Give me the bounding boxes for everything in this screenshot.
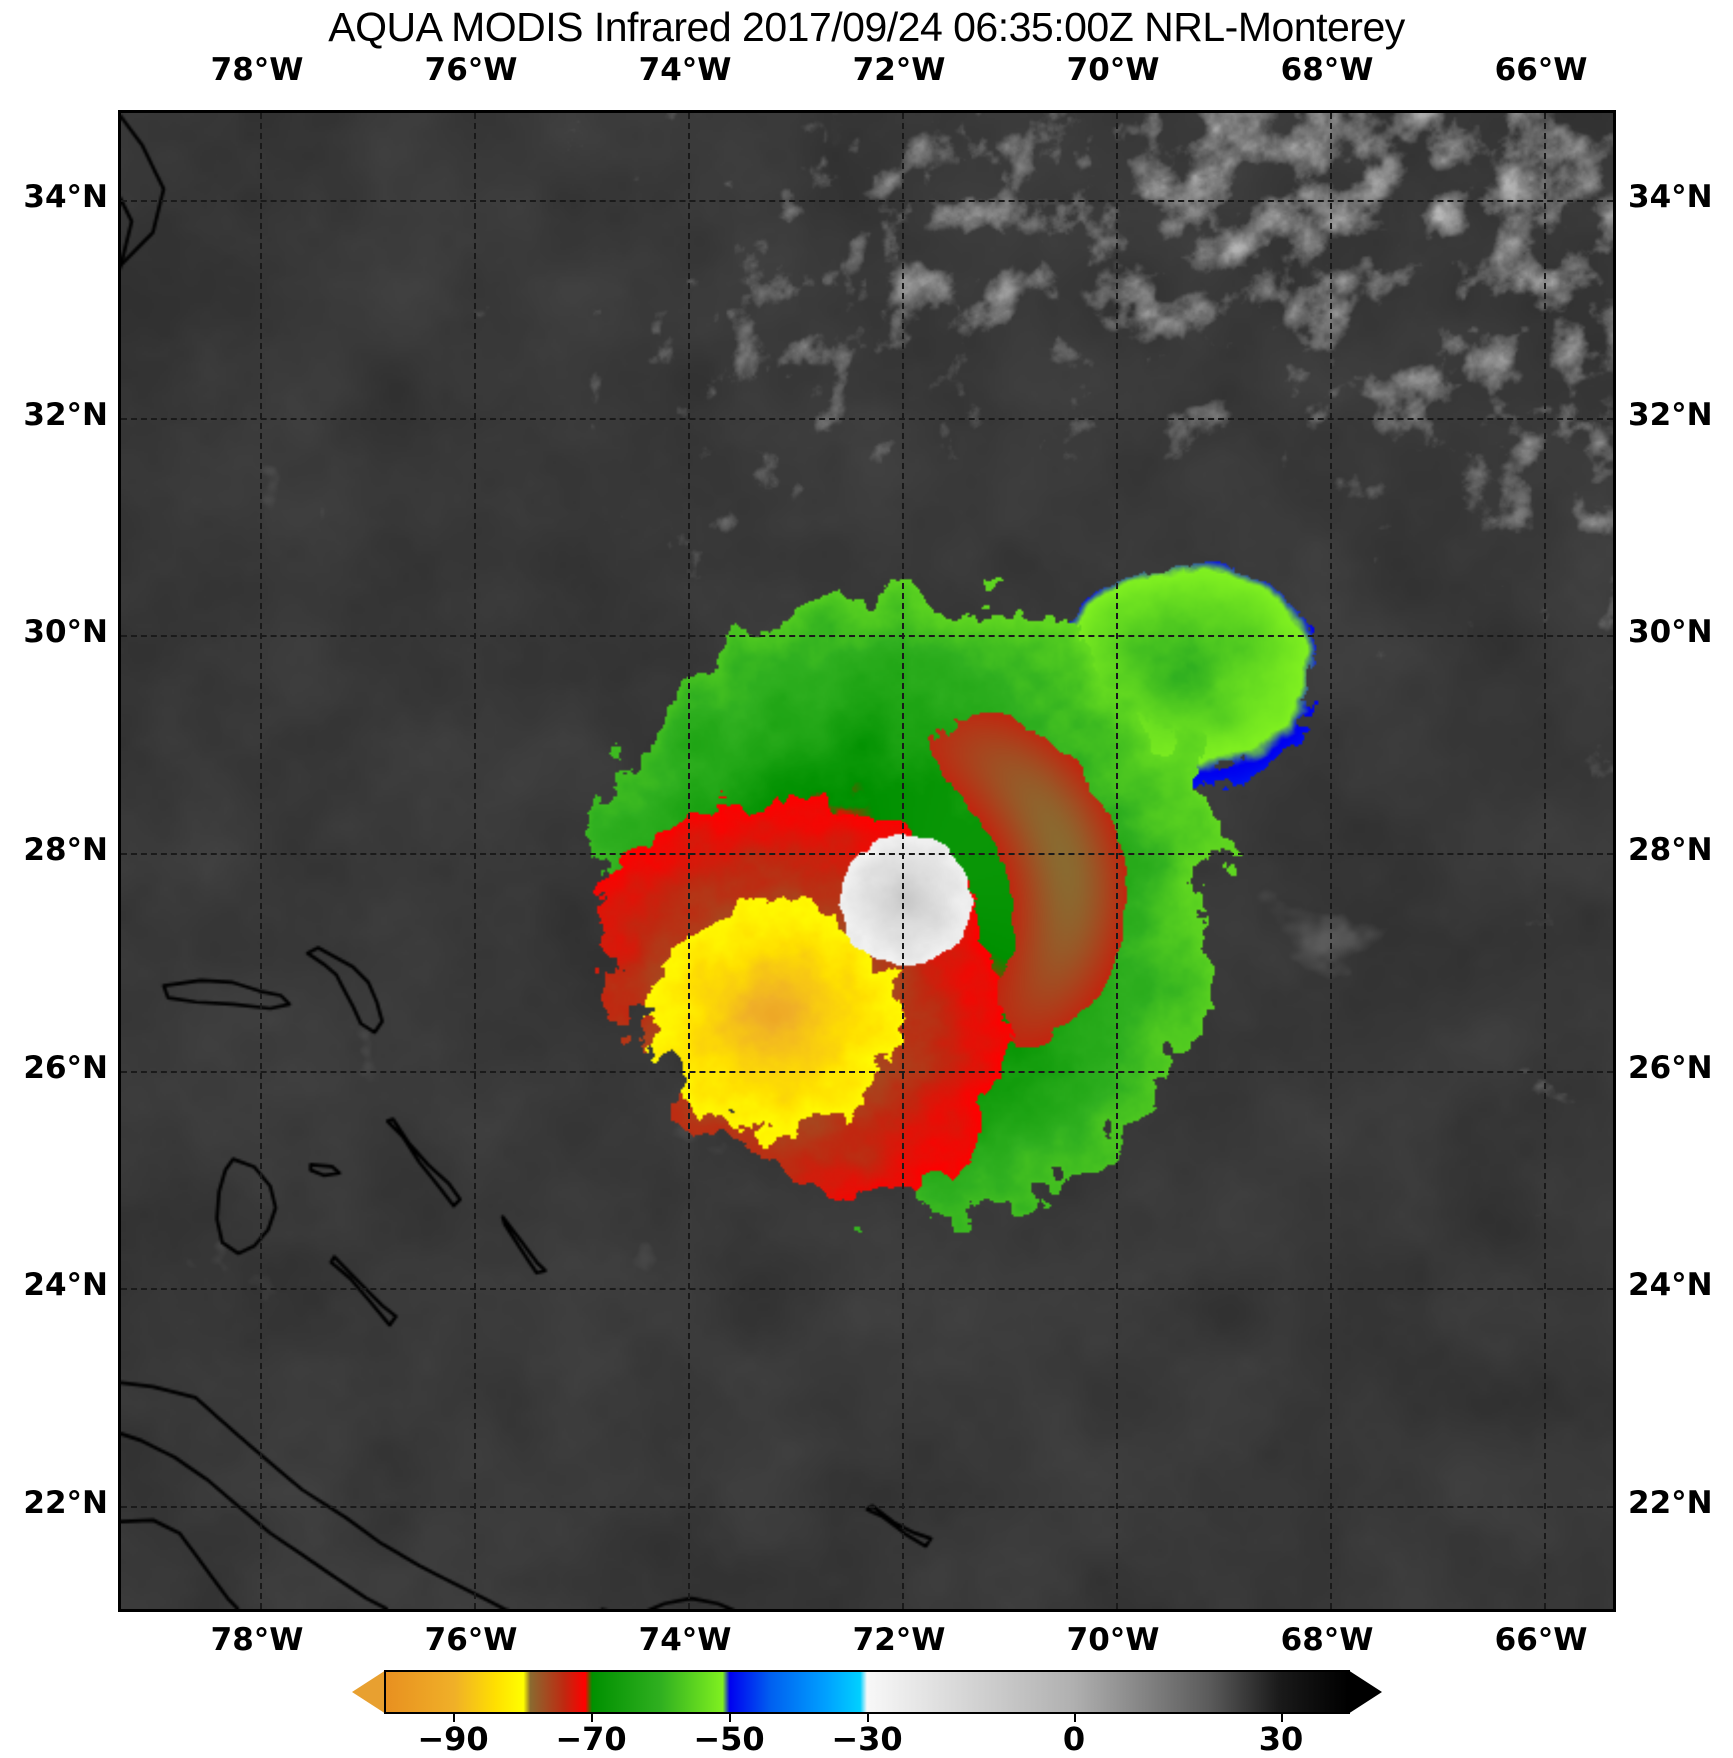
lon-tick-top-72: 72°W	[852, 52, 946, 88]
lon-tick-top-70: 70°W	[1066, 52, 1160, 88]
colorbar-tick--30	[867, 1714, 869, 1722]
lon-tick-bottom-78: 78°W	[210, 1622, 304, 1658]
lat-tick-left-30: 30°N	[23, 614, 108, 651]
lat-tick-left-26: 26°N	[23, 1049, 108, 1086]
lat-tick-left-22: 22°N	[23, 1485, 108, 1522]
lat-tick-right-22: 22°N	[1628, 1485, 1713, 1522]
colorbar-tick-label-30: 30	[1258, 1720, 1304, 1758]
lon-tick-bottom-74: 74°W	[638, 1622, 732, 1658]
colorbar-tick-0	[1074, 1714, 1076, 1722]
colorbar-tick--90	[453, 1714, 455, 1722]
lat-tick-right-24: 24°N	[1628, 1267, 1713, 1304]
lat-tick-right-32: 32°N	[1628, 396, 1713, 433]
lon-tick-top-68: 68°W	[1280, 52, 1374, 88]
satellite-image-map	[118, 110, 1616, 1612]
lat-tick-left-24: 24°N	[23, 1267, 108, 1304]
colorbar-gradient	[386, 1672, 1348, 1712]
infrared-satellite-raster	[121, 113, 1613, 1609]
lon-tick-top-78: 78°W	[210, 52, 304, 88]
colorbar: −90 −70 −50 −30 0 30	[352, 1670, 1382, 1758]
lat-tick-left-28: 28°N	[23, 832, 108, 869]
colorbar-tick-label--90: −90	[417, 1720, 489, 1758]
colorbar-tick--50	[729, 1714, 731, 1722]
lon-tick-top-74: 74°W	[638, 52, 732, 88]
lon-tick-top-76: 76°W	[424, 52, 518, 88]
colorbar-tick-label--30: −30	[831, 1720, 903, 1758]
colorbar-tick-label--70: −70	[555, 1720, 627, 1758]
lat-tick-right-30: 30°N	[1628, 614, 1713, 651]
lon-tick-top-66: 66°W	[1494, 52, 1588, 88]
page-title: AQUA MODIS Infrared 2017/09/24 06:35:00Z…	[328, 4, 1405, 50]
lat-tick-left-32: 32°N	[23, 396, 108, 433]
colorbar-tick-30	[1281, 1714, 1283, 1722]
lon-tick-bottom-66: 66°W	[1494, 1622, 1588, 1658]
lon-tick-bottom-70: 70°W	[1066, 1622, 1160, 1658]
lon-tick-bottom-68: 68°W	[1280, 1622, 1374, 1658]
colorbar-tick-label--50: −50	[693, 1720, 765, 1758]
colorbar-bar	[384, 1670, 1350, 1714]
lat-tick-right-28: 28°N	[1628, 832, 1713, 869]
lon-tick-bottom-72: 72°W	[852, 1622, 946, 1658]
lat-tick-right-34: 34°N	[1628, 179, 1713, 216]
colorbar-tick--70	[591, 1714, 593, 1722]
lat-tick-left-34: 34°N	[23, 179, 108, 216]
colorbar-extend-right-arrow-icon	[1348, 1670, 1382, 1714]
colorbar-extend-left-arrow-icon	[352, 1670, 386, 1714]
lat-tick-right-26: 26°N	[1628, 1049, 1713, 1086]
colorbar-tick-label-0: 0	[1062, 1720, 1086, 1758]
lon-tick-bottom-76: 76°W	[424, 1622, 518, 1658]
